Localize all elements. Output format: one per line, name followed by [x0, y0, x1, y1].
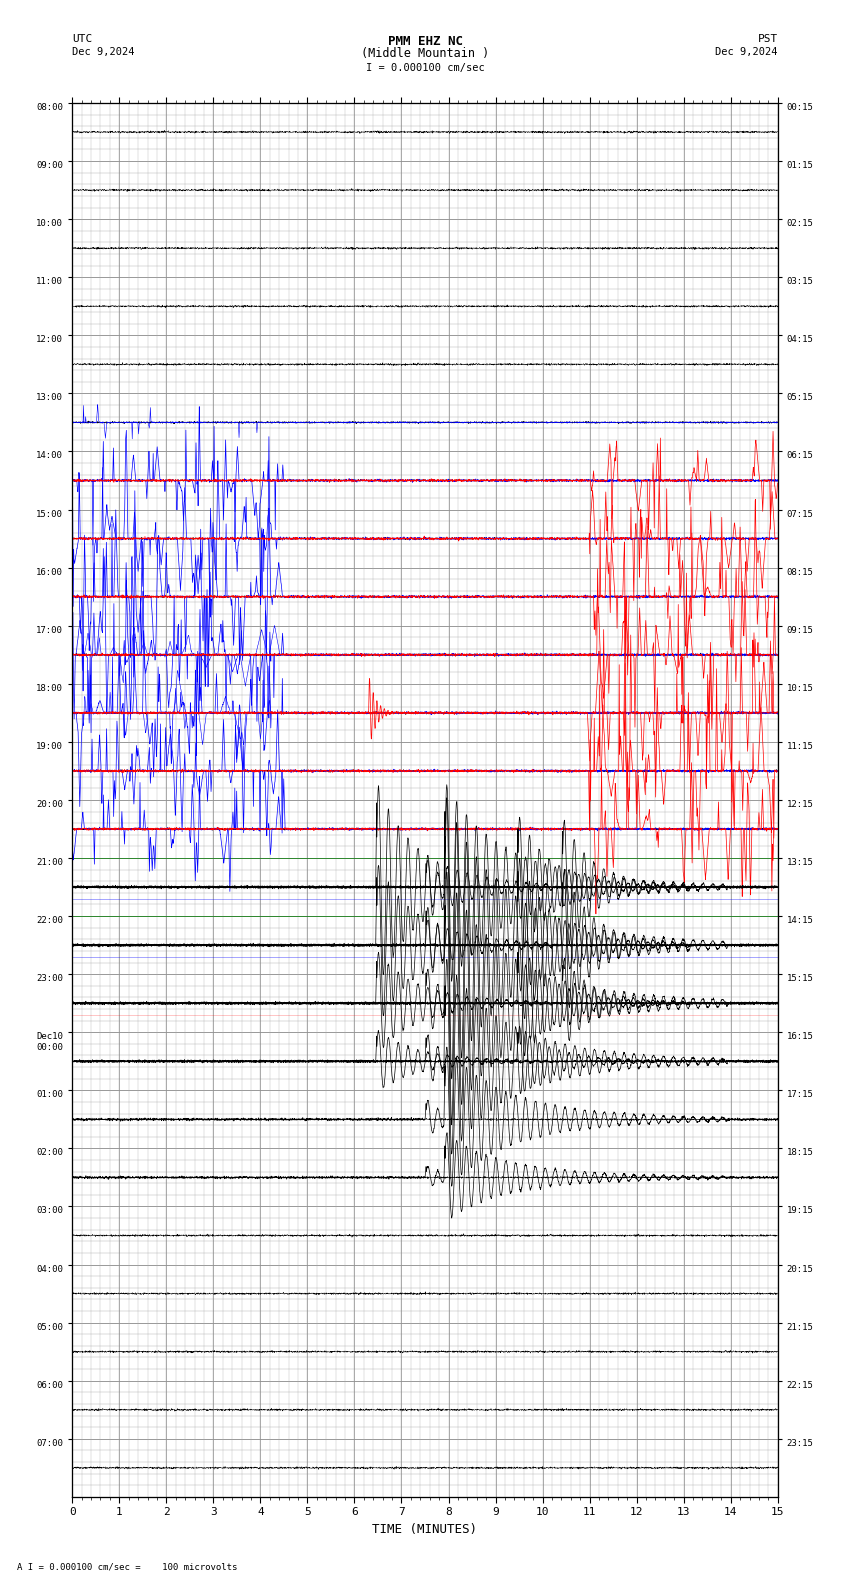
X-axis label: TIME (MINUTES): TIME (MINUTES) — [372, 1522, 478, 1536]
Text: PST: PST — [757, 35, 778, 44]
Text: (Middle Mountain ): (Middle Mountain ) — [361, 48, 489, 60]
Text: Dec 9,2024: Dec 9,2024 — [72, 48, 135, 57]
Text: Dec 9,2024: Dec 9,2024 — [715, 48, 778, 57]
Text: A I = 0.000100 cm/sec =    100 microvolts: A I = 0.000100 cm/sec = 100 microvolts — [17, 1562, 237, 1571]
Text: UTC: UTC — [72, 35, 93, 44]
Text: I = 0.000100 cm/sec: I = 0.000100 cm/sec — [366, 63, 484, 73]
Text: PMM EHZ NC: PMM EHZ NC — [388, 35, 462, 48]
